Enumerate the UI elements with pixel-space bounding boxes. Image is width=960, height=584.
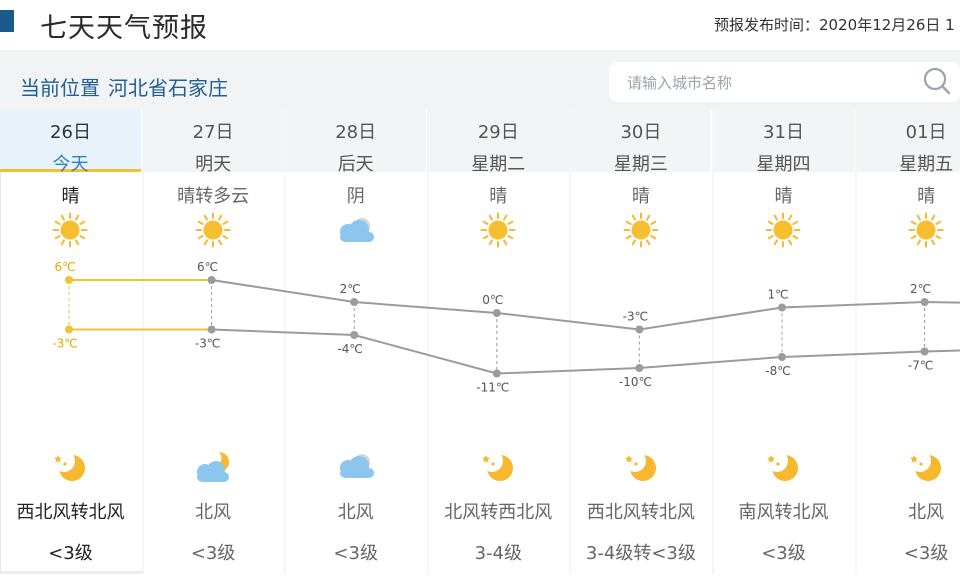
day-date: 31日 xyxy=(763,122,804,143)
day-condition: 晴 xyxy=(489,186,508,207)
publish-label: 预报发布时间： xyxy=(714,16,820,34)
day-date: 30日 xyxy=(620,122,662,143)
night-cloud-moon-icon xyxy=(191,449,235,490)
day-label: 明天 xyxy=(195,154,232,175)
sun-icon xyxy=(480,212,516,252)
wind-level: <3级 xyxy=(48,543,93,564)
day-condition: 晴 xyxy=(774,186,793,207)
day-header-28日[interactable]: 28日后天 xyxy=(285,110,427,175)
day-date: 29日 xyxy=(477,122,519,143)
day-label: 星期四 xyxy=(756,154,811,175)
day-header-30日[interactable]: 30日星期三 xyxy=(570,110,712,175)
wind-level: <3级 xyxy=(761,543,806,564)
sun-icon xyxy=(908,212,944,252)
location-bar: 当前位置 河北省石家庄 xyxy=(0,50,960,110)
wind-level: <3级 xyxy=(190,543,236,564)
current-location: 当前位置 河北省石家庄 xyxy=(20,72,228,101)
publish-info: 预报发布时间：2020年12月26日 1 xyxy=(714,14,955,35)
wind-direction: 北风 xyxy=(337,502,374,523)
day-label: 星期二 xyxy=(471,154,526,175)
header: 七天天气预报 预报发布时间：2020年12月26日 1 xyxy=(0,0,960,50)
sun-icon xyxy=(765,212,801,252)
day-condition: 晴 xyxy=(917,186,936,207)
day-header-26日[interactable]: 26日今天 xyxy=(0,110,141,175)
day-condition: 晴 xyxy=(631,186,650,207)
cloud-icon xyxy=(334,214,378,250)
night-moon-star-icon xyxy=(906,450,946,488)
sun-icon xyxy=(52,212,88,252)
wind-level: <3级 xyxy=(903,543,949,564)
day-date: 27日 xyxy=(192,122,234,143)
wind-direction: 北风 xyxy=(195,502,232,523)
header-accent-bar xyxy=(0,10,14,32)
wind-direction: 西北风转北风 xyxy=(586,502,695,523)
city-search-input[interactable] xyxy=(627,72,907,94)
wind-level: 3-4级转<3级 xyxy=(585,543,696,564)
day-label: 后天 xyxy=(337,154,374,175)
night-moon-star-icon xyxy=(478,450,518,488)
wind-level: <3级 xyxy=(333,543,378,564)
wind-level: 3-4级 xyxy=(474,543,522,564)
day-header-27日[interactable]: 27日明天 xyxy=(142,110,284,175)
day-label: 星期五 xyxy=(899,154,954,175)
day-date: 01日 xyxy=(905,122,947,143)
day-date: 28日 xyxy=(335,122,377,143)
day-header-31日[interactable]: 31日星期四 xyxy=(713,110,854,175)
night-cloud-icon xyxy=(334,450,378,486)
wind-direction: 南风转北风 xyxy=(738,502,829,523)
wind-direction: 北风 xyxy=(908,502,945,523)
day-condition: 晴转多云 xyxy=(177,186,250,207)
location-place: 河北省石家庄 xyxy=(108,76,228,100)
day-label: 今天 xyxy=(52,154,89,175)
sun-icon xyxy=(623,212,659,252)
page-title: 七天天气预报 xyxy=(40,13,208,44)
column-divider xyxy=(141,110,144,574)
night-moon-star-icon xyxy=(621,450,661,488)
forecast-grid: 26日今天晴 西北风转北风 <3级 27日明天晴转多云 北风 <3级 28日后天阴 北风… xyxy=(0,110,960,584)
night-moon-star-icon xyxy=(50,450,90,488)
city-search-box[interactable] xyxy=(609,62,960,102)
publish-time: 2020年12月26日 1 xyxy=(819,16,955,34)
day-label: 星期三 xyxy=(613,154,668,175)
day-condition: 晴 xyxy=(61,186,80,207)
day-header-29日[interactable]: 29日星期二 xyxy=(427,110,569,175)
wind-direction: 西北风转北风 xyxy=(16,502,125,523)
wind-direction: 北风转西北风 xyxy=(444,502,553,523)
sun-icon xyxy=(195,212,231,252)
day-condition: 阴 xyxy=(346,186,365,207)
day-date: 26日 xyxy=(50,122,91,143)
search-icon[interactable] xyxy=(922,66,952,96)
location-label: 当前位置 xyxy=(20,76,100,100)
night-moon-star-icon xyxy=(763,450,803,488)
day-header-01日[interactable]: 01日星期五 xyxy=(855,110,960,175)
